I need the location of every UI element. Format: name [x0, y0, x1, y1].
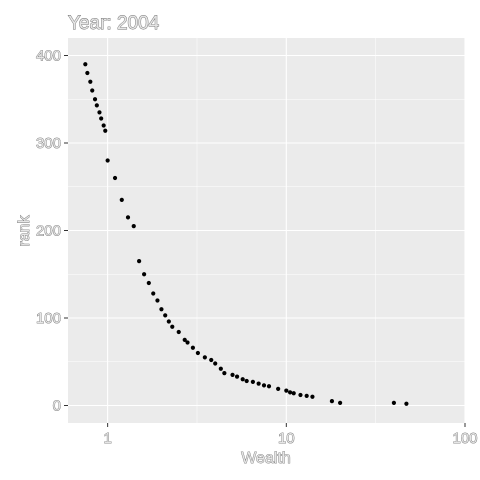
data-point — [276, 386, 281, 391]
data-point — [230, 372, 235, 377]
data-point — [284, 388, 289, 393]
data-point — [190, 345, 195, 350]
data-point — [250, 379, 255, 384]
data-point — [304, 393, 309, 398]
data-point — [170, 324, 175, 329]
data-point — [119, 197, 124, 202]
data-point — [182, 337, 187, 342]
data-point — [218, 366, 223, 371]
data-point — [288, 390, 293, 395]
data-point — [146, 280, 151, 286]
data-point — [142, 272, 147, 277]
data-point — [244, 378, 249, 384]
gridlines — [68, 38, 466, 423]
x-tick-label: 10 — [278, 430, 295, 447]
y-axis-title: rank — [16, 214, 33, 246]
data-point — [391, 400, 396, 405]
data-point — [85, 70, 90, 76]
data-point — [256, 381, 261, 386]
data-point — [404, 401, 409, 406]
data-point — [105, 158, 110, 163]
data-point — [202, 355, 207, 360]
data-point — [222, 371, 227, 376]
data-point — [185, 340, 190, 345]
x-tick-label: 1 — [103, 430, 111, 447]
data-point — [166, 319, 171, 324]
data-point — [112, 175, 118, 181]
data-point — [329, 399, 335, 404]
data-point — [176, 329, 181, 335]
data-point — [240, 377, 245, 382]
data-point — [155, 298, 160, 303]
chart-title: Year: 2004 — [68, 13, 160, 34]
axis-ticks: 1 10 100 0 100 200 300 400 — [36, 47, 478, 447]
data-point — [103, 128, 108, 133]
data-point — [92, 97, 98, 102]
data-point — [163, 313, 168, 318]
data-point — [101, 123, 106, 128]
x-axis-title: Wealth — [241, 450, 291, 467]
data-point — [151, 291, 156, 296]
y-tick-label: 200 — [36, 223, 61, 240]
data-point — [298, 392, 303, 398]
y-tick-label: 100 — [36, 310, 61, 327]
data-point — [97, 110, 102, 115]
data-point — [125, 215, 131, 220]
data-point — [94, 103, 99, 108]
y-tick-label: 300 — [36, 135, 61, 152]
data-points — [83, 62, 409, 406]
data-point — [83, 62, 88, 67]
data-point — [195, 350, 201, 356]
y-tick-label: 400 — [36, 48, 61, 65]
data-point — [261, 383, 267, 388]
data-point — [90, 88, 95, 93]
data-point — [291, 391, 296, 396]
data-point — [310, 394, 315, 399]
data-point — [338, 400, 343, 405]
data-point — [266, 384, 272, 389]
data-point — [99, 116, 104, 121]
data-point — [234, 374, 240, 379]
data-point — [88, 79, 93, 84]
data-point — [213, 361, 218, 366]
data-point — [137, 259, 142, 264]
data-point — [131, 224, 136, 229]
y-tick-label: 0 — [53, 398, 61, 415]
data-point — [209, 357, 214, 363]
data-point — [159, 307, 164, 312]
x-tick-label: 100 — [452, 430, 477, 447]
